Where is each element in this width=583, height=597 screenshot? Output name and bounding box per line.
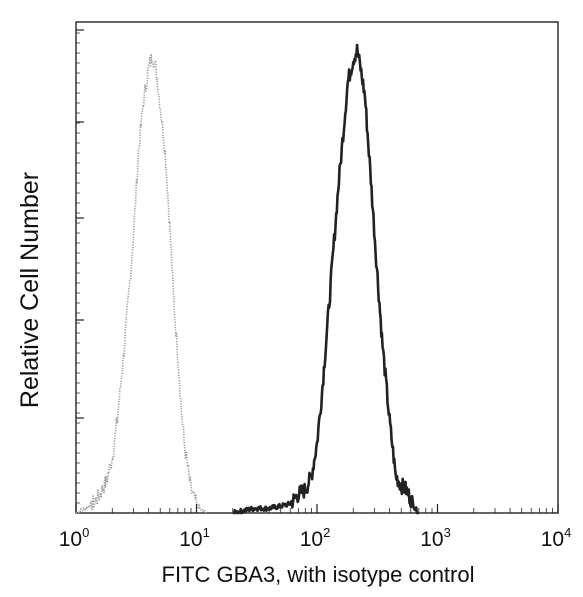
y-axis-ticks xyxy=(76,29,84,504)
x-tick-label: 101 xyxy=(179,525,210,551)
x-tick-label: 104 xyxy=(541,525,572,551)
x-axis-tick-labels: 100 101 102 103 104 xyxy=(59,525,572,551)
x-tick-label: 103 xyxy=(420,525,451,551)
gba3-series xyxy=(232,43,420,515)
x-axis-ticks xyxy=(75,504,559,513)
isotype-control-series xyxy=(75,53,207,514)
y-axis-label: Relative Cell Number xyxy=(16,172,44,408)
x-axis-label: FITC GBA3, with isotype control xyxy=(162,562,475,587)
series-layer xyxy=(75,43,420,515)
x-tick-label: 100 xyxy=(59,525,90,551)
x-tick-label: 102 xyxy=(300,525,331,551)
